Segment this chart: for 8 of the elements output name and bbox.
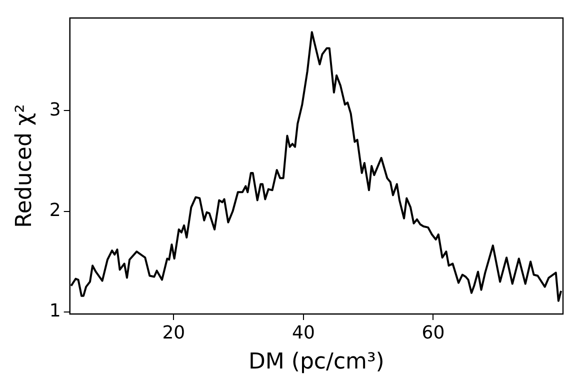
x-axis-title: DM (pc/cm³) <box>248 350 384 375</box>
x-tick-label: 60 <box>422 322 445 344</box>
x-tick-label: 40 <box>292 322 315 344</box>
x-tick-label: 20 <box>162 322 186 344</box>
y-axis-title: Reduced χ² <box>12 104 37 228</box>
y-tick-label: 1 <box>49 300 61 322</box>
y-tick-label: 3 <box>49 99 61 120</box>
y-tick-label: 2 <box>49 200 61 221</box>
